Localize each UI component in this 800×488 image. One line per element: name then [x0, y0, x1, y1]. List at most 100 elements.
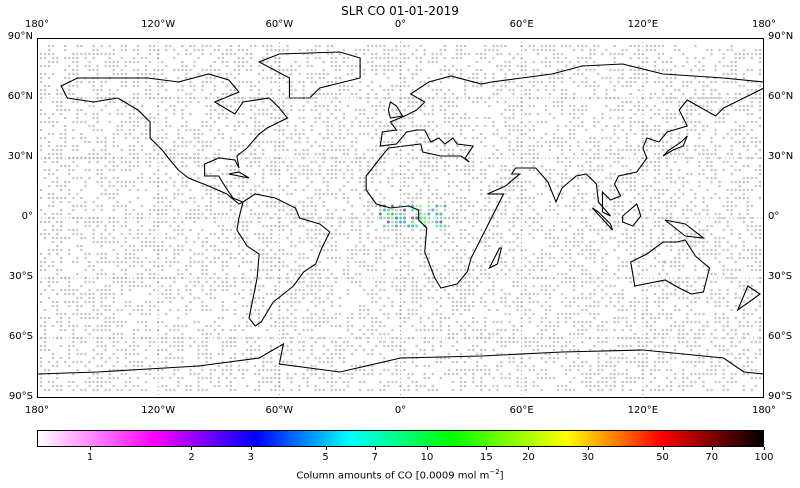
no-data-dot	[512, 256, 515, 260]
no-data-dot	[617, 156, 620, 160]
no-data-dot	[677, 264, 681, 268]
no-data-dot	[548, 252, 552, 256]
no-data-dot	[556, 244, 560, 248]
no-data-dot	[257, 80, 261, 84]
no-data-dot	[108, 120, 111, 124]
no-data-dot	[532, 84, 536, 88]
no-data-dot	[387, 180, 390, 184]
no-data-dot	[637, 108, 641, 112]
no-data-dot	[613, 68, 616, 72]
no-data-dot	[354, 244, 358, 248]
no-data-dot	[548, 244, 552, 248]
no-data-dot	[225, 164, 229, 168]
no-data-dot	[532, 136, 536, 140]
no-data-dot	[164, 236, 168, 240]
no-data-dot	[742, 124, 746, 128]
no-data-dot	[548, 168, 552, 172]
no-data-dot	[609, 136, 612, 140]
no-data-dot	[568, 204, 572, 208]
no-data-dot	[455, 212, 459, 216]
no-data-dot	[415, 156, 418, 160]
no-data-dot	[136, 188, 140, 192]
no-data-dot	[443, 148, 447, 152]
no-data-dot	[43, 168, 47, 172]
no-data-dot	[96, 260, 99, 264]
no-data-dot	[306, 204, 309, 208]
no-data-dot	[213, 60, 217, 64]
no-data-dot	[564, 228, 568, 232]
no-data-dot	[59, 236, 63, 240]
no-data-dot	[257, 296, 261, 300]
no-data-dot	[370, 268, 374, 272]
no-data-dot	[621, 120, 624, 124]
no-data-dot	[681, 212, 685, 216]
no-data-dot	[387, 176, 390, 180]
no-data-dot	[314, 120, 317, 124]
no-data-dot	[653, 112, 657, 116]
no-data-dot	[164, 132, 168, 136]
no-data-dot	[80, 204, 83, 208]
no-data-dot	[621, 292, 624, 296]
no-data-dot	[185, 268, 188, 272]
no-data-dot	[108, 196, 111, 200]
no-data-dot	[136, 116, 140, 120]
no-data-dot	[528, 128, 532, 132]
no-data-dot	[116, 132, 120, 136]
no-data-dot	[484, 272, 487, 276]
no-data-dot	[96, 136, 99, 140]
no-data-dot	[580, 56, 584, 60]
no-data-dot	[225, 72, 229, 76]
no-data-dot	[714, 128, 717, 132]
no-data-dot	[253, 252, 257, 256]
no-data-dot	[88, 176, 91, 180]
no-data-dot	[177, 68, 180, 72]
no-data-dot	[443, 200, 447, 204]
no-data-dot	[148, 232, 152, 236]
no-data-dot	[294, 168, 297, 172]
no-data-dot	[621, 192, 624, 196]
no-data-dot	[754, 144, 758, 148]
no-data-dot	[144, 124, 148, 128]
no-data-dot	[597, 232, 600, 236]
no-data-dot	[657, 188, 661, 192]
no-data-dot	[524, 220, 528, 224]
no-data-dot	[572, 276, 576, 280]
no-data-dot	[55, 88, 59, 92]
no-data-dot	[282, 76, 285, 80]
no-data-dot	[330, 168, 334, 172]
no-data-dot	[443, 132, 447, 136]
no-data-dot	[706, 268, 709, 272]
no-data-dot	[532, 104, 536, 108]
no-data-dot	[314, 44, 317, 48]
no-data-dot	[593, 228, 596, 232]
no-data-dot	[657, 160, 661, 164]
no-data-dot	[665, 244, 669, 248]
no-data-dot	[621, 148, 624, 152]
no-data-dot	[156, 136, 160, 140]
no-data-dot	[39, 196, 43, 200]
no-data-dot	[746, 196, 750, 200]
no-data-dot	[661, 236, 665, 240]
no-data-dot	[136, 140, 140, 144]
no-data-dot	[366, 264, 370, 268]
no-data-dot	[589, 256, 592, 260]
no-data-dot	[395, 244, 398, 248]
no-data-dot	[221, 136, 225, 140]
no-data-dot	[354, 160, 358, 164]
no-data-dot	[544, 288, 548, 292]
no-data-dot	[649, 200, 653, 204]
no-data-dot	[407, 236, 410, 240]
no-data-dot	[621, 52, 624, 56]
no-data-dot	[189, 292, 192, 296]
no-data-dot	[229, 256, 233, 260]
no-data-dot	[564, 272, 568, 276]
no-data-dot	[758, 140, 762, 144]
no-data-dot	[649, 236, 653, 240]
no-data-dot	[597, 140, 600, 144]
no-data-dot	[68, 300, 71, 304]
no-data-dot	[625, 232, 628, 236]
no-data-dot	[330, 124, 334, 128]
no-data-dot	[298, 72, 301, 76]
no-data-dot	[249, 208, 253, 212]
no-data-dot	[496, 52, 499, 56]
